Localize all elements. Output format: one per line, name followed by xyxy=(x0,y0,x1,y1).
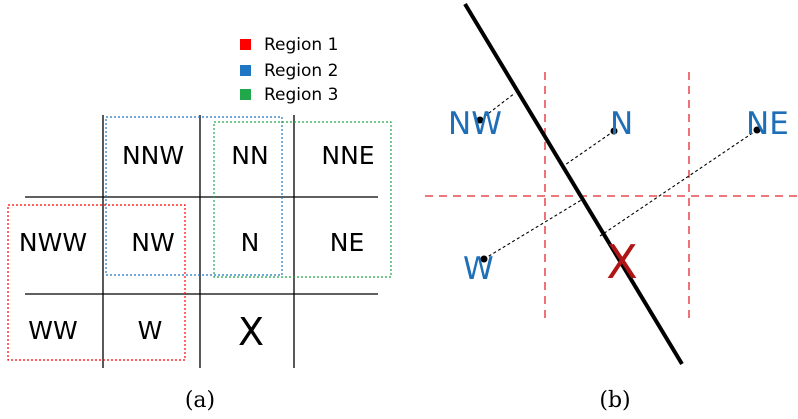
region-2-box xyxy=(105,116,283,276)
cell-w: W xyxy=(138,316,163,345)
connector-ne xyxy=(599,129,758,237)
cell-nww: NWW xyxy=(19,228,87,257)
region-1-box xyxy=(7,204,186,361)
connector-nw xyxy=(479,92,516,121)
connector-n xyxy=(561,130,615,168)
legend-swatch-region-1 xyxy=(240,39,251,50)
caption-a: (a) xyxy=(185,388,215,413)
region-3-box xyxy=(213,121,392,278)
panel-b: NW N NE W X (b) xyxy=(425,2,798,413)
cell-nne: NNE xyxy=(321,141,374,170)
boundary-line xyxy=(463,2,684,366)
point-nw xyxy=(476,116,484,124)
point-labels: NW N NE W xyxy=(448,106,789,287)
legend-label-region-2: Region 2 xyxy=(264,61,338,81)
cell-nw: NW xyxy=(131,228,174,257)
legend-swatch-region-2 xyxy=(240,65,251,76)
point-ne xyxy=(753,126,761,134)
label-nw: NW xyxy=(448,106,502,142)
legend-swatch-region-3 xyxy=(240,89,251,100)
label-x: X xyxy=(606,235,638,289)
cell-labels: NNW NN NNE NWW NW N NE WW W X xyxy=(19,141,375,354)
point-w xyxy=(480,255,488,263)
cell-ne: NE xyxy=(330,228,365,257)
connectors xyxy=(479,92,758,260)
grid-lines xyxy=(25,115,378,368)
cell-nn: NN xyxy=(231,141,268,170)
legend-label-region-3: Region 3 xyxy=(264,85,338,105)
cell-x: X xyxy=(238,310,264,354)
dashed-grid xyxy=(425,72,798,322)
cell-ww: WW xyxy=(28,316,77,345)
connector-w xyxy=(483,198,584,260)
points xyxy=(476,116,761,263)
label-w: W xyxy=(463,251,494,287)
label-ne: NE xyxy=(746,106,789,142)
point-n xyxy=(610,127,618,135)
cell-n: N xyxy=(241,228,260,257)
cell-nnw: NNW xyxy=(122,141,184,170)
label-n: N xyxy=(610,106,633,142)
panel-a: Region 1 Region 2 Region 3 NNW NN NNE NW… xyxy=(7,35,392,413)
caption-b: (b) xyxy=(599,388,630,413)
legend-label-region-1: Region 1 xyxy=(264,35,338,55)
legend: Region 1 Region 2 Region 3 xyxy=(240,35,338,105)
